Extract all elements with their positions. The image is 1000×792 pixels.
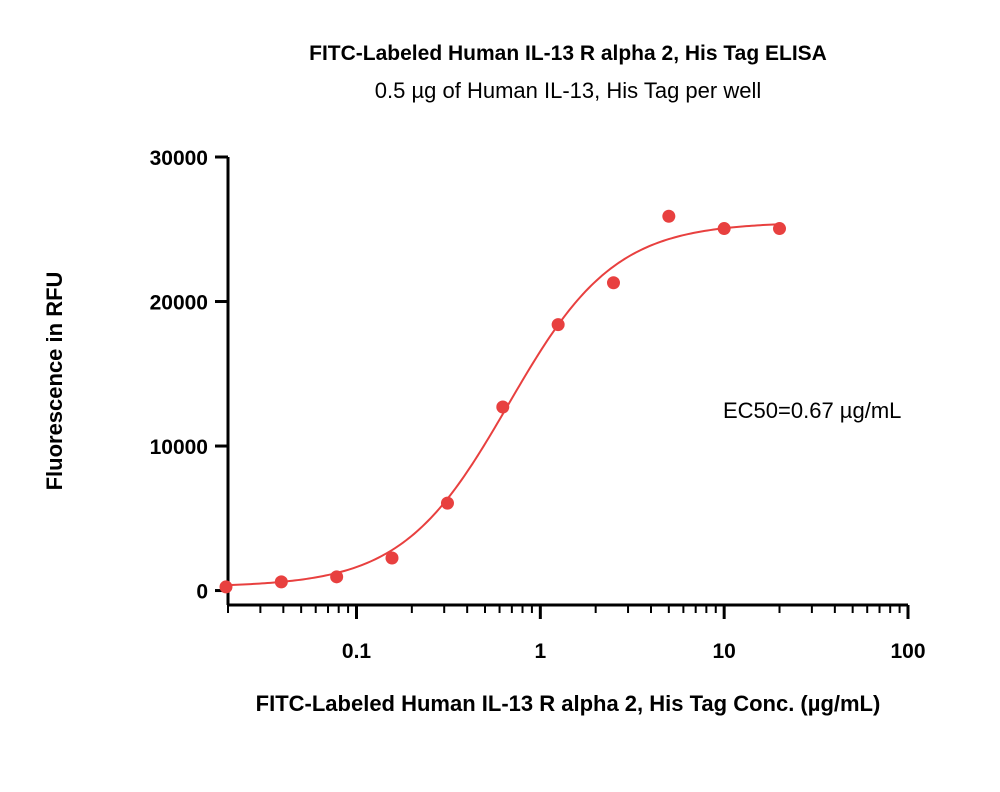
data-point: [385, 551, 399, 565]
chart-subtitle: 0.5 µg of Human IL-13, His Tag per well: [375, 78, 761, 103]
x-axis-label: FITC-Labeled Human IL-13 R alpha 2, His …: [256, 691, 881, 716]
y-tick-label: 0: [196, 581, 208, 604]
data-point: [440, 496, 454, 510]
x-tick-label: 100: [890, 640, 925, 663]
x-tick-label: 1: [534, 640, 546, 663]
y-tick-label: 10000: [150, 436, 208, 459]
data-point: [219, 580, 233, 594]
data-point: [773, 222, 787, 236]
data-point: [662, 209, 676, 223]
axes: [226, 157, 908, 607]
data-point: [551, 318, 565, 332]
x-ticks: 0.1 1 10 100: [227, 605, 926, 663]
fit-curve: [225, 223, 780, 587]
data-point: [330, 570, 344, 584]
data-point: [496, 400, 510, 414]
y-tick-label: 20000: [150, 292, 208, 315]
data-points: [219, 209, 787, 594]
ec50-annotation: EC50=0.67 µg/mL: [723, 398, 901, 423]
y-axis-label: Fluorescence in RFU: [42, 272, 67, 491]
data-point: [274, 575, 288, 589]
y-ticks: 0 10000 20000 30000: [150, 147, 228, 604]
data-point: [717, 222, 731, 236]
x-tick-label: 10: [712, 640, 735, 663]
x-tick-label: 0.1: [342, 640, 372, 663]
chart-title: FITC-Labeled Human IL-13 R alpha 2, His …: [309, 42, 827, 65]
data-point: [606, 276, 620, 290]
y-tick-label: 30000: [150, 147, 208, 170]
